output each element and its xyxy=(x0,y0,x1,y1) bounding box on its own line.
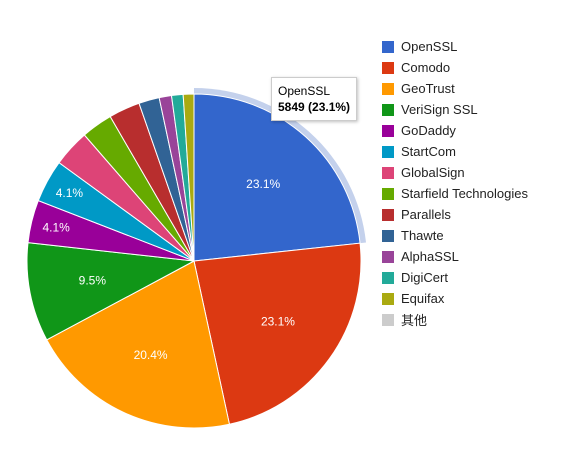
legend-item-alphassl[interactable]: AlphaSSL xyxy=(382,246,528,267)
pie-slice-equifax[interactable] xyxy=(182,93,195,262)
legend-swatch xyxy=(382,292,394,305)
legend-swatch xyxy=(382,187,394,200)
pie-slice-comodo[interactable] xyxy=(193,242,362,425)
pie-slice-geotrust[interactable] xyxy=(46,260,231,429)
legend-item-openssl[interactable]: OpenSSL xyxy=(382,36,528,57)
legend-label: GoDaddy xyxy=(401,123,456,138)
legend-swatch xyxy=(382,61,394,74)
slice-label-openssl: 23.1% xyxy=(246,177,280,191)
legend-swatch xyxy=(382,250,394,263)
legend-label: GeoTrust xyxy=(401,81,455,96)
legend-swatch xyxy=(382,145,394,158)
pie-slice-verisign-ssl[interactable] xyxy=(26,242,196,341)
legend-label: Comodo xyxy=(401,60,451,75)
legend-item-geotrust[interactable]: GeoTrust xyxy=(382,78,528,99)
legend-swatch xyxy=(382,166,394,179)
legend-label: 其他 xyxy=(401,313,428,328)
legend-swatch xyxy=(382,313,394,326)
pie-slice-openssl[interactable] xyxy=(193,93,361,262)
legend-label: OpenSSL xyxy=(401,39,458,54)
legend-label: Parallels xyxy=(401,207,451,222)
legend-label: Equifax xyxy=(401,291,445,306)
legend-label: Starfield Technologies xyxy=(401,186,528,201)
legend-swatch xyxy=(382,229,394,242)
legend-label: DigiCert xyxy=(401,270,448,285)
legend-swatch xyxy=(382,40,394,53)
legend-label: AlphaSSL xyxy=(401,249,459,264)
tooltip-value: 5849 (23.1%) xyxy=(278,100,351,114)
legend-label: GlobalSign xyxy=(401,165,465,180)
legend-item-comodo[interactable]: Comodo xyxy=(382,57,528,78)
legend-item-parallels[interactable]: Parallels xyxy=(382,204,528,225)
chart-legend: OpenSSL Comodo GeoTrust VeriSign SSL GoDaddy… xyxy=(382,36,528,330)
tooltip-label: OpenSSL xyxy=(278,84,331,98)
legend-swatch xyxy=(382,271,394,284)
legend-item-digicert[interactable]: DigiCert xyxy=(382,267,528,288)
legend-item-godaddy[interactable]: GoDaddy xyxy=(382,120,528,141)
legend-item-startcom[interactable]: StartCom xyxy=(382,141,528,162)
pie-slices xyxy=(26,88,367,429)
slice-label-comodo: 23.1% xyxy=(261,315,295,329)
slice-tooltip: OpenSSL 5849 (23.1%) xyxy=(271,77,358,121)
legend-item-thawte[interactable]: Thawte xyxy=(382,225,528,246)
legend-item-globalsign[interactable]: GlobalSign xyxy=(382,162,528,183)
legend-item-starfield-technologies[interactable]: Starfield Technologies xyxy=(382,183,528,204)
legend-label: StartCom xyxy=(401,144,456,159)
legend-label: VeriSign SSL xyxy=(401,102,478,117)
legend-label: Thawte xyxy=(401,228,444,243)
legend-swatch xyxy=(382,208,394,221)
slice-label-startcom: 4.1% xyxy=(56,186,84,200)
legend-item-equifax[interactable]: Equifax xyxy=(382,288,528,309)
legend-swatch xyxy=(382,124,394,137)
slice-label-verisign-ssl: 9.5% xyxy=(79,274,107,288)
slice-label-godaddy: 4.1% xyxy=(42,220,70,234)
slice-label-geotrust: 20.4% xyxy=(134,348,168,362)
legend-swatch xyxy=(382,82,394,95)
legend-swatch xyxy=(382,103,394,116)
legend-item-item-13[interactable]: 其他 xyxy=(382,309,528,330)
pie-slice-labels: 23.1% 23.1% 20.4% 9.5% 4.1% 4.1% xyxy=(42,177,295,362)
legend-item-verisign-ssl[interactable]: VeriSign SSL xyxy=(382,99,528,120)
